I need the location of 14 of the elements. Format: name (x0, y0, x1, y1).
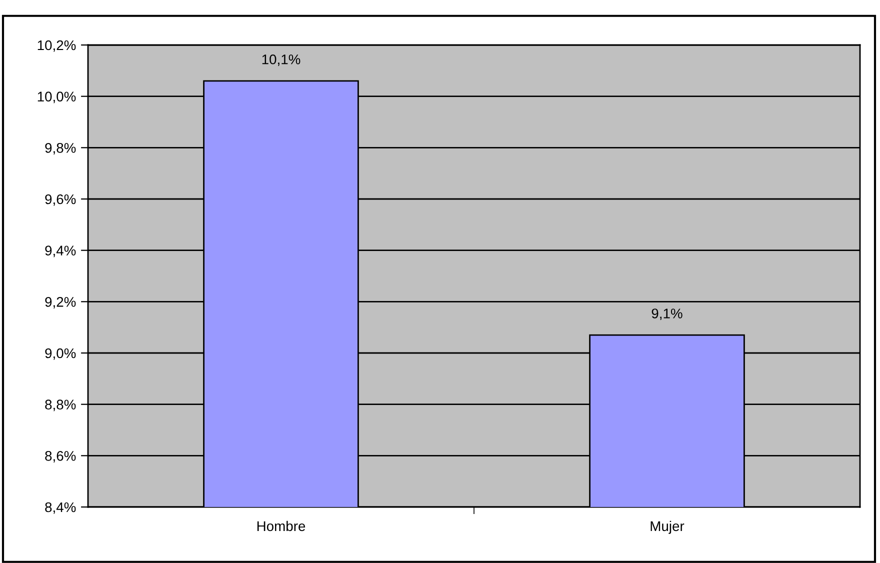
data-label: 10,1% (262, 54, 300, 66)
y-tick-label: 10,2% (38, 40, 76, 52)
y-tick-label: 10,0% (38, 92, 76, 104)
data-label: 9,1% (652, 308, 682, 320)
y-tick-label: 9,6% (45, 194, 76, 206)
y-tick-label: 9,8% (45, 143, 76, 154)
y-tick-label: 9,0% (45, 348, 76, 360)
y-tick-label: 8,6% (45, 451, 76, 462)
x-tick-label: Mujer (650, 520, 684, 534)
y-tick-label: 8,8% (45, 400, 76, 412)
x-tick-label: Hombre (257, 520, 306, 532)
y-tick-label: 9,4% (45, 246, 76, 258)
y-tick-label: 9,2% (45, 297, 76, 308)
y-tick-label: 8,4% (45, 502, 76, 514)
